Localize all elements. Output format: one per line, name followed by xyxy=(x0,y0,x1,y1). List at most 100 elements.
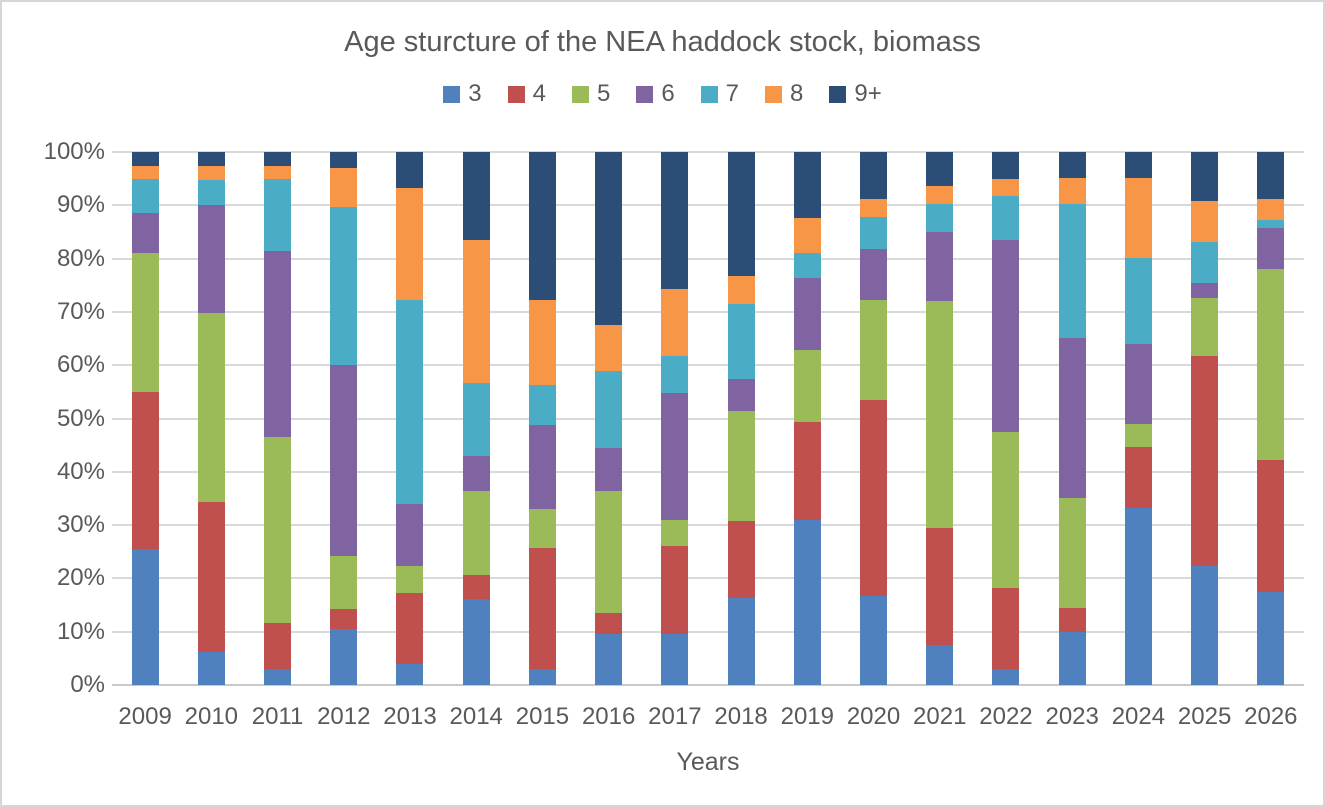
bar-segment-2022-age-4 xyxy=(992,588,1020,670)
legend-swatch-icon xyxy=(636,85,654,103)
bar-segment-2010-age-4 xyxy=(197,502,225,652)
bar-segment-2024-age-3 xyxy=(1124,508,1152,685)
bar-segment-2016-age-8 xyxy=(595,324,623,372)
stacked-bar-2010 xyxy=(197,152,225,685)
gridline xyxy=(112,524,1304,527)
stacked-bar-2023 xyxy=(1058,152,1086,685)
y-tick-label: 80% xyxy=(56,244,105,272)
stacked-bar-2018 xyxy=(727,152,755,685)
y-tick-label: 40% xyxy=(56,457,105,485)
gridline xyxy=(112,364,1304,367)
x-tick-label-2024: 2024 xyxy=(1111,703,1166,730)
bar-segment-2014-age-9+ xyxy=(462,152,490,240)
gridline xyxy=(112,470,1304,473)
y-tick-label: 0% xyxy=(70,671,105,698)
bar-segment-2026-age-4 xyxy=(1257,459,1285,593)
gridline xyxy=(112,417,1304,420)
bar-segment-2012-age-8 xyxy=(330,167,358,208)
x-tick-label-2010: 2010 xyxy=(184,703,239,730)
bar-segment-2023-age-6 xyxy=(1058,337,1086,498)
bar-segment-2013-age-6 xyxy=(396,504,424,566)
bar-segment-2026-age-3 xyxy=(1257,592,1285,685)
bar-segment-2010-age-7 xyxy=(197,179,225,206)
bar-segment-2023-age-5 xyxy=(1058,497,1086,609)
bar-segment-2013-age-4 xyxy=(396,592,424,664)
bar-segment-2011-age-4 xyxy=(264,622,292,670)
y-tick-label: 70% xyxy=(56,297,105,325)
bar-segment-2010-age-3 xyxy=(197,651,225,685)
x-axis-line xyxy=(112,684,1304,686)
gridline xyxy=(112,151,1304,153)
bar-segment-2019-age-9+ xyxy=(793,152,821,219)
x-tick-label-2014: 2014 xyxy=(449,703,503,730)
bar-segment-2017-age-5 xyxy=(661,520,689,547)
bar-segment-2009-age-8 xyxy=(131,166,159,179)
bar-segment-2025-age-6 xyxy=(1191,282,1219,299)
x-tick-label-2013: 2013 xyxy=(383,703,437,730)
bar-slot-2011 xyxy=(244,152,310,685)
bar-segment-2016-age-7 xyxy=(595,371,623,449)
legend-label: 4 xyxy=(532,80,546,107)
bar-segment-2025-age-3 xyxy=(1191,566,1219,685)
x-tick-label-2016: 2016 xyxy=(581,703,636,730)
bar-segment-2021-age-7 xyxy=(926,203,954,232)
bar-segment-2025-age-7 xyxy=(1191,241,1219,283)
bar-segment-2014-age-5 xyxy=(462,491,490,575)
bar-segment-2010-age-6 xyxy=(197,205,225,313)
x-tick-label-2021: 2021 xyxy=(913,703,967,730)
bar-segment-2012-age-5 xyxy=(330,555,358,610)
bar-segment-2011-age-9+ xyxy=(264,152,292,166)
gridline xyxy=(112,257,1304,260)
bar-slot-2017 xyxy=(642,152,708,685)
stacked-bar-2011 xyxy=(264,152,292,685)
legend-label: 5 xyxy=(596,80,611,107)
legend-label: 7 xyxy=(725,80,740,107)
bar-segment-2020-age-9+ xyxy=(860,152,888,200)
bar-segment-2019-age-6 xyxy=(793,278,821,351)
bar-segment-2012-age-6 xyxy=(330,365,358,556)
bar-segment-2016-age-4 xyxy=(595,612,623,635)
bar-slot-2010 xyxy=(178,152,244,685)
legend-item-age-8: 8 xyxy=(765,82,803,106)
bar-segment-2016-age-9+ xyxy=(595,152,623,325)
bar-segment-2014-age-3 xyxy=(462,599,490,685)
bar-segment-2026-age-7 xyxy=(1257,219,1285,228)
bar-segment-2014-age-4 xyxy=(462,574,490,600)
bar-segment-2022-age-6 xyxy=(992,239,1020,433)
y-tick-label: 10% xyxy=(56,617,105,645)
bar-segment-2018-age-8 xyxy=(727,276,755,304)
bar-slot-2021 xyxy=(907,152,973,685)
y-tick-label: 60% xyxy=(56,351,105,379)
legend-item-age-7: 7 xyxy=(700,80,740,107)
legend-label: 8 xyxy=(790,80,804,107)
x-tick-label-2009: 2009 xyxy=(118,703,172,730)
bar-segment-2019-age-3 xyxy=(793,519,821,685)
bar-slot-2018 xyxy=(708,152,774,685)
legend-label: 6 xyxy=(661,80,675,107)
bar-segment-2025-age-8 xyxy=(1191,200,1219,242)
legend-swatch-icon xyxy=(829,85,847,103)
bar-segment-2022-age-8 xyxy=(992,179,1020,196)
bar-segment-2015-age-4 xyxy=(528,547,556,670)
y-axis-tick-labels: 0% 10% 20% 30% 40% 50% 60% 70% 80% 90% 100% xyxy=(2,140,105,697)
x-tick-label-2018: 2018 xyxy=(714,703,768,730)
y-tick-label: 30% xyxy=(56,511,105,539)
bar-segment-2020-age-8 xyxy=(860,199,888,217)
bar-segment-2020-age-6 xyxy=(860,248,888,300)
bar-segment-2026-age-8 xyxy=(1257,198,1285,220)
legend-item-age-9+: 9+ xyxy=(829,82,882,106)
bar-segment-2011-age-7 xyxy=(264,179,292,252)
bar-segment-2015-age-5 xyxy=(528,508,556,548)
bar-segment-2020-age-3 xyxy=(860,596,888,685)
bar-slot-2012 xyxy=(311,152,377,685)
bar-segment-2010-age-5 xyxy=(197,313,225,503)
bar-segment-2013-age-9+ xyxy=(396,152,424,188)
x-tick-label-2019: 2019 xyxy=(780,703,834,730)
bar-segment-2025-age-9+ xyxy=(1191,152,1219,201)
bar-segment-2009-age-9+ xyxy=(131,152,159,167)
bar-segment-2026-age-9+ xyxy=(1257,152,1285,199)
bar-segment-2021-age-4 xyxy=(926,528,954,646)
bar-segment-2013-age-5 xyxy=(396,565,424,593)
bar-segment-2013-age-3 xyxy=(396,663,424,685)
bar-segment-2011-age-5 xyxy=(264,436,292,623)
